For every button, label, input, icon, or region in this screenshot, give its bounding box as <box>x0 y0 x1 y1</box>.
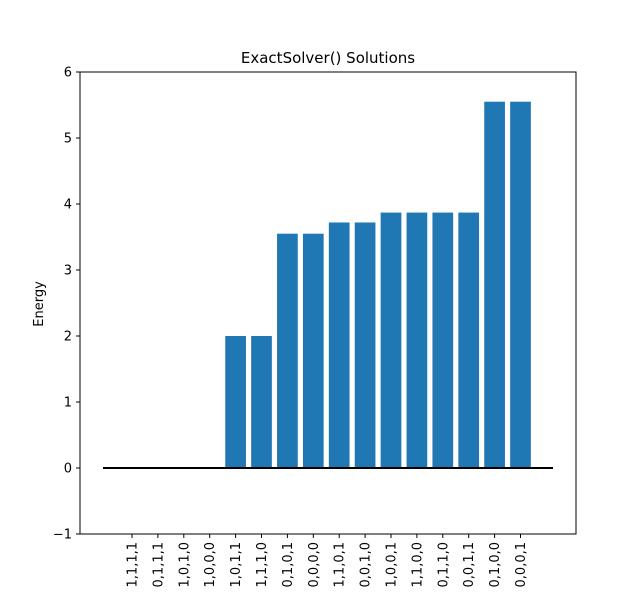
y-tick-label: 4 <box>64 198 72 213</box>
chart-title: ExactSolver() Solutions <box>241 49 415 67</box>
bar-1101 <box>328 222 350 468</box>
x-tick-label: 0,1,1,1 <box>151 542 166 587</box>
y-axis-label: Energy <box>32 281 47 327</box>
y-axis-ticks: −1 0 1 2 3 4 5 6 <box>53 66 80 543</box>
bars-group <box>225 101 531 468</box>
x-tick-label: 1,0,0,1 <box>385 542 400 587</box>
x-tick-label: 1,0,0,0 <box>203 542 218 587</box>
bar-0001 <box>510 101 531 468</box>
x-tick-label: 0,1,0,0 <box>488 542 503 587</box>
bar-1100 <box>406 212 428 468</box>
y-tick-label: 0 <box>64 462 72 477</box>
x-tick-label: 1,0,1,0 <box>177 542 192 587</box>
bar-0000 <box>302 233 324 468</box>
x-tick-label: 0,0,1,1 <box>462 542 477 587</box>
y-tick-label: 3 <box>64 264 72 279</box>
x-tick-label: 1,1,1,0 <box>255 542 270 587</box>
bar-0011 <box>458 212 480 468</box>
plot-frame <box>79 71 577 535</box>
x-tick-label: 1,0,1,1 <box>229 542 244 587</box>
bar-0110 <box>432 212 454 468</box>
x-tick-label: 1,1,1,1 <box>126 542 141 587</box>
bar-0100 <box>484 101 505 468</box>
y-tick-label: 1 <box>64 396 72 411</box>
y-tick-label: 2 <box>64 330 72 345</box>
x-tick-label: 0,0,0,0 <box>307 542 322 587</box>
x-tick-label: 0,1,1,0 <box>436 542 451 587</box>
bar-1011 <box>225 336 246 468</box>
y-tick-label: 5 <box>64 132 72 147</box>
x-tick-label: 0,0,1,0 <box>359 542 374 587</box>
x-tick-label: 1,1,0,1 <box>333 542 348 587</box>
bar-1001 <box>380 212 402 468</box>
x-tick-label: 0,1,0,1 <box>281 542 296 587</box>
bar-0010 <box>354 222 376 468</box>
x-tick-label: 0,0,0,1 <box>514 542 529 587</box>
y-tick-label: −1 <box>53 528 72 543</box>
x-axis-ticks: 1,1,1,1 0,1,1,1 1,0,1,0 1,0,0,0 1,0,1,1 1,1,1… <box>126 534 529 587</box>
y-tick-label: 6 <box>64 66 72 81</box>
bar-0101 <box>277 233 298 468</box>
x-tick-label: 1,1,0,0 <box>410 542 425 587</box>
bar-1110 <box>251 336 272 468</box>
